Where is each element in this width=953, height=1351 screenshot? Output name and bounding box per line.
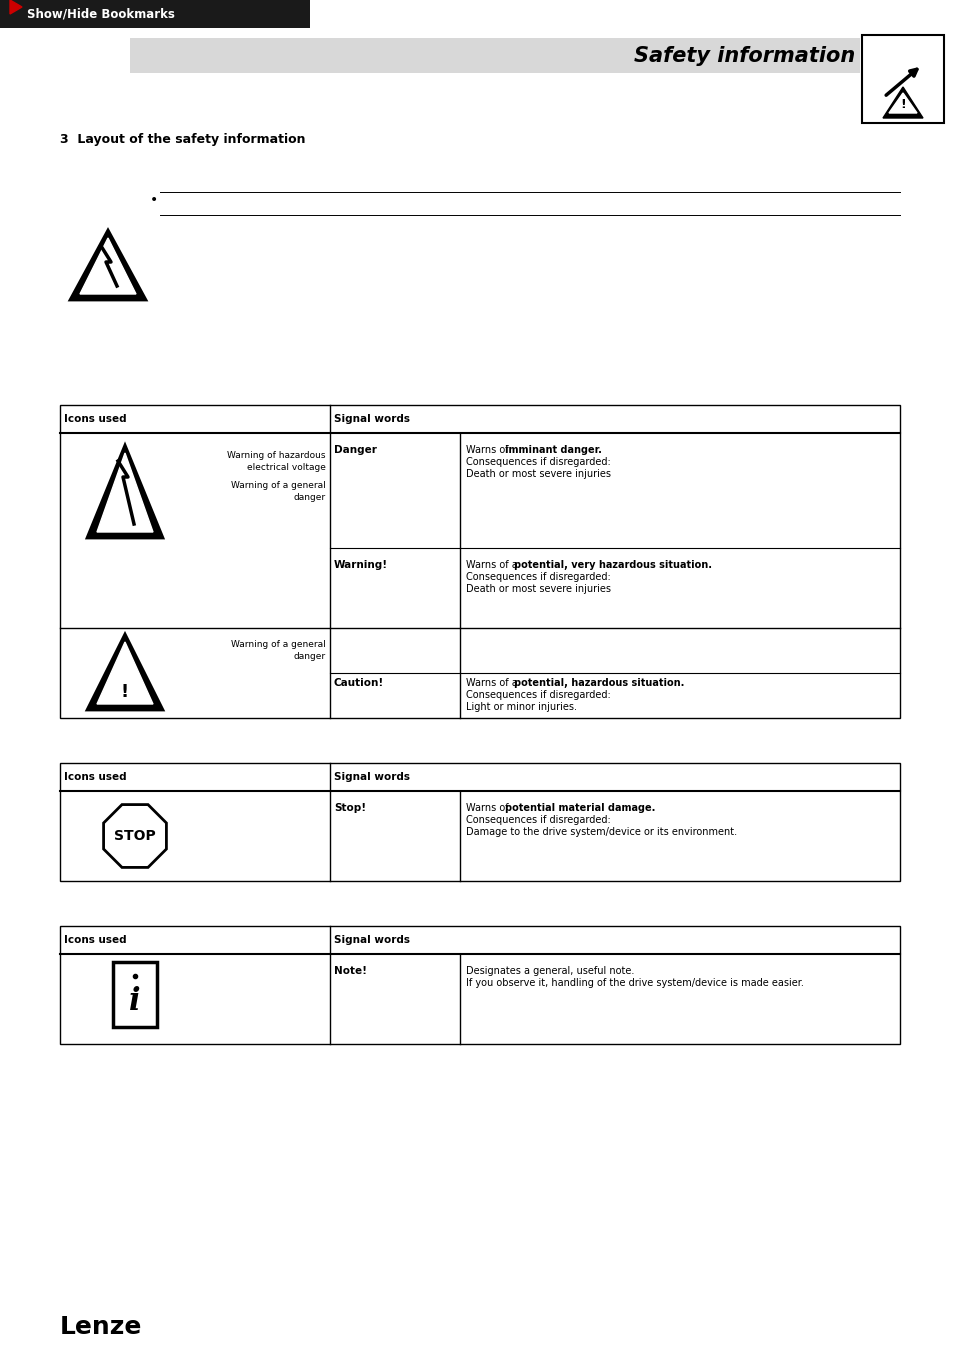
Text: Icons used: Icons used (64, 413, 127, 424)
Text: Warns of: Warns of (465, 444, 511, 455)
Text: Icons used: Icons used (64, 935, 127, 944)
FancyBboxPatch shape (60, 925, 899, 1044)
Text: potential, hazardous situation.: potential, hazardous situation. (514, 678, 683, 688)
Text: STOP: STOP (114, 830, 155, 843)
Text: Warning of hazardous: Warning of hazardous (227, 451, 326, 459)
Text: danger: danger (294, 493, 326, 503)
Text: Death or most severe injuries: Death or most severe injuries (465, 469, 610, 480)
Text: Show/Hide Bookmarks: Show/Hide Bookmarks (27, 8, 174, 20)
Text: Warns of a: Warns of a (465, 678, 520, 688)
FancyBboxPatch shape (60, 405, 899, 717)
Text: Warning!: Warning! (334, 561, 388, 570)
Text: Signal words: Signal words (334, 771, 410, 782)
Text: i: i (129, 985, 141, 1016)
Text: Icons used: Icons used (64, 771, 127, 782)
Polygon shape (87, 634, 163, 711)
Text: !: ! (900, 99, 905, 112)
Text: Lenze: Lenze (60, 1315, 142, 1339)
FancyBboxPatch shape (862, 35, 943, 123)
Text: !: ! (121, 684, 129, 701)
Text: Safety information: Safety information (633, 46, 854, 65)
Polygon shape (10, 0, 22, 14)
FancyBboxPatch shape (112, 962, 157, 1027)
Polygon shape (80, 238, 136, 295)
Text: Designates a general, useful note.: Designates a general, useful note. (465, 966, 634, 975)
Text: Damage to the drive system/device or its environment.: Damage to the drive system/device or its… (465, 827, 737, 838)
Text: Danger: Danger (334, 444, 376, 455)
Text: Consequences if disregarded:: Consequences if disregarded: (465, 690, 610, 700)
Polygon shape (70, 230, 146, 300)
Text: Warning of a general: Warning of a general (231, 481, 326, 490)
Polygon shape (130, 38, 859, 73)
Text: Note!: Note! (334, 966, 367, 975)
Polygon shape (0, 0, 310, 28)
Text: imminant danger.: imminant danger. (504, 444, 601, 455)
Text: Warning of a general: Warning of a general (231, 640, 326, 648)
Polygon shape (104, 805, 166, 867)
Text: Signal words: Signal words (334, 413, 410, 424)
Text: Light or minor injuries.: Light or minor injuries. (465, 703, 577, 712)
Text: Death or most severe injuries: Death or most severe injuries (465, 584, 610, 594)
Text: Caution!: Caution! (334, 678, 384, 688)
Text: Warns of a: Warns of a (465, 561, 520, 570)
Text: Stop!: Stop! (334, 802, 366, 813)
Text: Warns of: Warns of (465, 802, 511, 813)
Text: potential, very hazardous situation.: potential, very hazardous situation. (514, 561, 711, 570)
Polygon shape (882, 86, 923, 118)
Text: Consequences if disregarded:: Consequences if disregarded: (465, 571, 610, 582)
Text: electrical voltage: electrical voltage (247, 463, 326, 471)
Text: Signal words: Signal words (334, 935, 410, 944)
Text: •: • (150, 193, 158, 207)
Polygon shape (97, 453, 152, 532)
Polygon shape (888, 93, 916, 113)
Text: potential material damage.: potential material damage. (504, 802, 655, 813)
Text: Consequences if disregarded:: Consequences if disregarded: (465, 457, 610, 467)
Text: danger: danger (294, 653, 326, 661)
Text: 3  Layout of the safety information: 3 Layout of the safety information (60, 132, 305, 146)
FancyBboxPatch shape (60, 763, 899, 881)
Text: If you observe it, handling of the drive system/device is made easier.: If you observe it, handling of the drive… (465, 978, 803, 988)
Text: Consequences if disregarded:: Consequences if disregarded: (465, 815, 610, 825)
Polygon shape (87, 444, 163, 538)
Polygon shape (97, 642, 152, 704)
